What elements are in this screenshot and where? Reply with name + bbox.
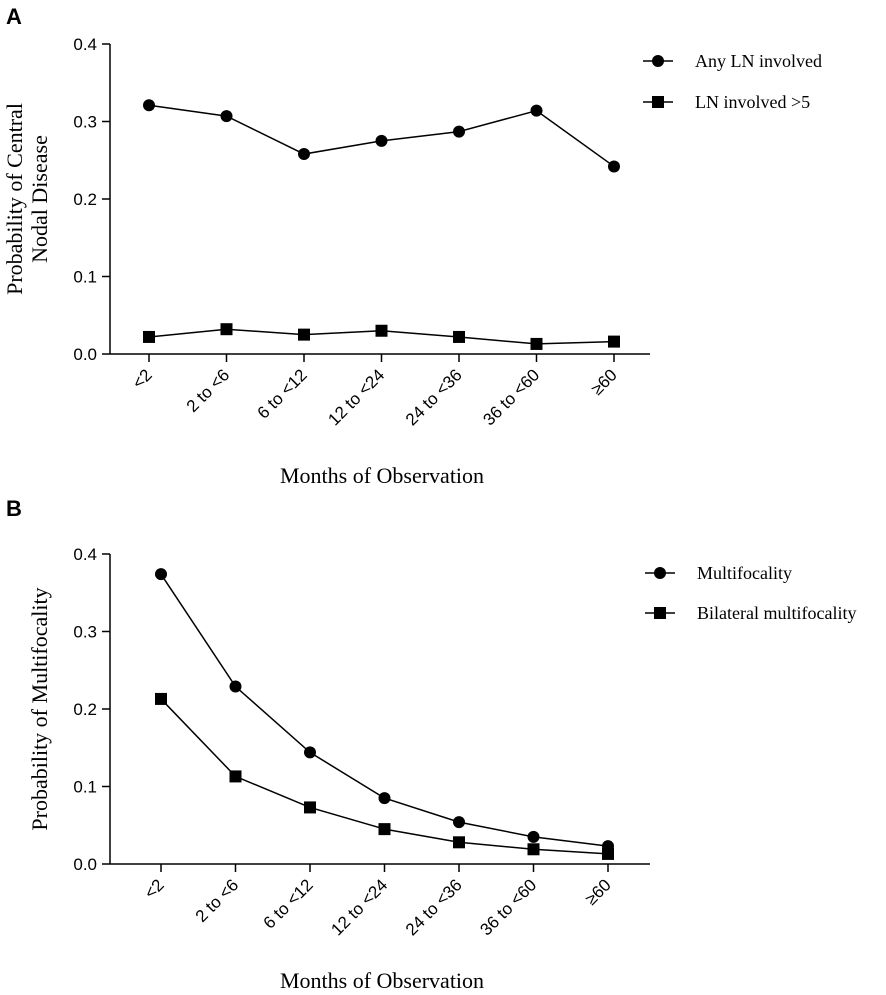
x-tick-label: 6 to <12 <box>254 365 311 422</box>
y-axis-title: Nodal Disease <box>27 135 52 263</box>
panel-a-letter: A <box>6 4 22 29</box>
data-point-circle <box>530 104 543 117</box>
data-point-circle <box>229 680 242 693</box>
y-axis-title: Probability of Central <box>2 103 27 295</box>
data-point-circle <box>155 568 167 581</box>
x-tick-label: ≥60 <box>587 365 620 398</box>
panel-b: B 0.0 0.1 0.2 0.3 0.4 <2 2 to <6 6 to <12 12 to … <box>6 496 856 993</box>
data-point-square <box>298 328 310 341</box>
data-point-circle <box>143 99 155 112</box>
legend-marker-square <box>654 607 666 619</box>
x-tick-label: 36 to <60 <box>476 875 540 939</box>
x-tick-label: 12 to <24 <box>324 365 388 429</box>
x-tick-label: 2 to <6 <box>192 875 243 926</box>
x-tick-label: ≥60 <box>581 875 614 908</box>
x-tick-label: 24 to <36 <box>402 365 466 429</box>
data-point-square <box>220 323 233 336</box>
y-axis-title: Probability of Multifocality <box>27 587 52 830</box>
data-point-square <box>304 801 316 814</box>
data-point-square <box>453 330 465 343</box>
x-tick-label: 24 to <36 <box>402 875 466 939</box>
legend-label: Bilateral multifocality <box>697 603 856 623</box>
data-point-square <box>378 823 391 836</box>
legend-marker-circle <box>652 55 664 67</box>
data-point-circle <box>608 160 620 173</box>
x-axis-title: Months of Observation <box>280 463 484 488</box>
y-tick-label: 0.3 <box>73 113 97 132</box>
legend-label: Any LN involved <box>695 51 822 71</box>
data-point-square <box>229 770 242 783</box>
x-tick-label: 6 to <12 <box>260 875 317 932</box>
data-point-circle <box>375 134 388 147</box>
data-point-circle <box>378 792 391 805</box>
data-point-circle <box>453 816 465 829</box>
data-point-circle <box>304 746 316 759</box>
y-tick-label: 0.0 <box>73 855 97 874</box>
series-line-circle <box>160 573 609 847</box>
data-point-square <box>453 836 465 849</box>
x-tick-label: <2 <box>129 365 156 392</box>
data-point-square <box>155 692 167 705</box>
data-point-square <box>602 847 614 860</box>
y-tick-label: 0.2 <box>73 190 97 209</box>
data-point-circle <box>453 125 465 138</box>
x-tick-label: 12 to <24 <box>327 875 391 939</box>
x-tick-label: 2 to <6 <box>183 365 234 416</box>
panel-b-letter: B <box>6 496 22 521</box>
y-tick-label: 0.4 <box>73 545 97 564</box>
panel-a: A 0.0 0.1 0.2 0.3 0.4 <2 2 to <6 6 to <12 12 to … <box>2 4 822 488</box>
data-point-circle <box>298 148 310 161</box>
data-point-circle <box>220 110 233 123</box>
x-tick-label: <2 <box>141 875 168 902</box>
data-point-square <box>143 330 155 343</box>
legend-label: Multifocality <box>697 563 792 583</box>
y-tick-label: 0.1 <box>73 268 97 287</box>
legend-marker-square <box>652 96 664 108</box>
y-tick-label: 0.1 <box>73 778 97 797</box>
y-tick-label: 0.0 <box>73 345 97 364</box>
y-tick-label: 0.2 <box>73 700 97 719</box>
legend-marker-circle <box>654 567 666 579</box>
y-tick-label: 0.4 <box>73 35 97 54</box>
data-point-square <box>608 335 620 348</box>
data-point-square <box>527 843 540 856</box>
data-point-square <box>530 337 543 350</box>
data-point-square <box>375 324 388 337</box>
legend-label: LN involved >5 <box>695 92 810 112</box>
data-point-circle <box>527 830 540 843</box>
y-tick-label: 0.3 <box>73 623 97 642</box>
x-axis-title: Months of Observation <box>280 968 484 993</box>
x-tick-label: 36 to <60 <box>479 365 543 429</box>
